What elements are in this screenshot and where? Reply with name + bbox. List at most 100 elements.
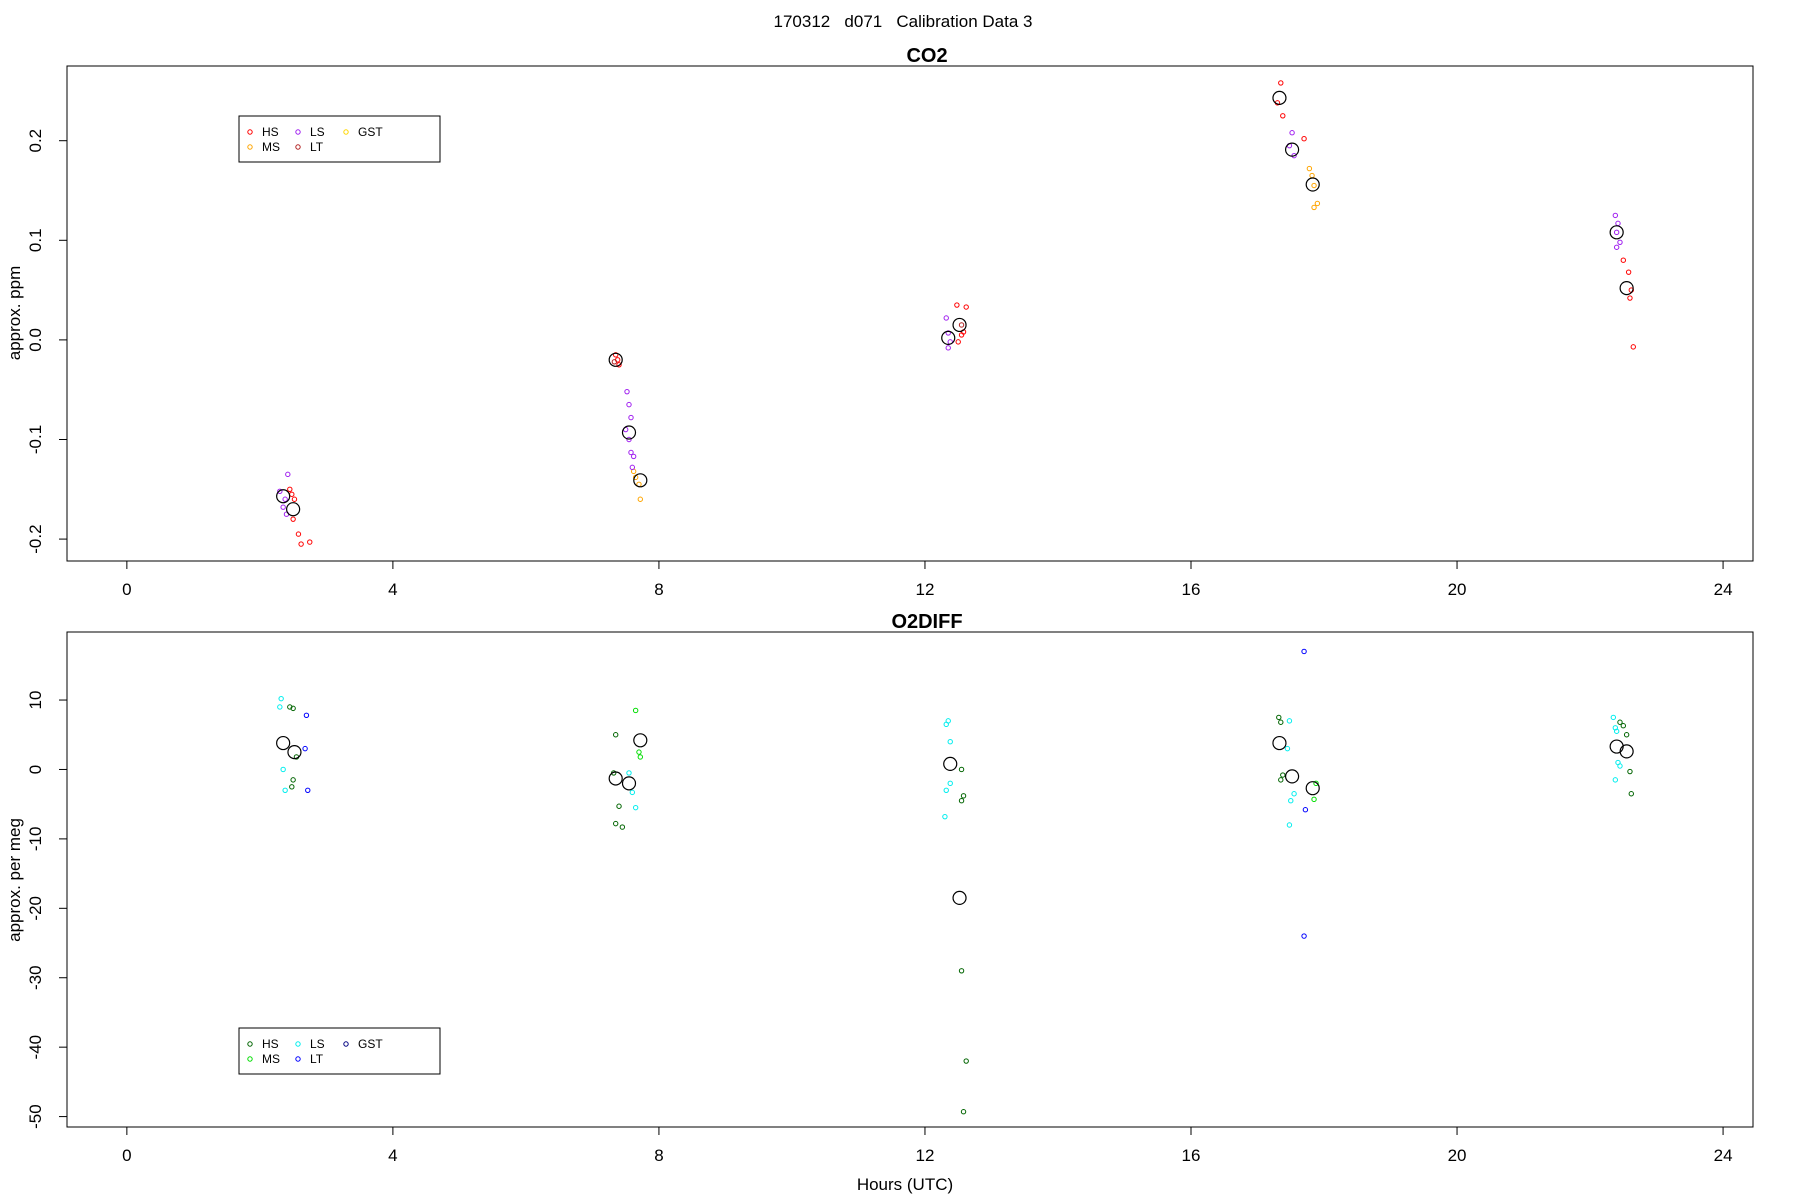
co2-point-hs — [307, 539, 313, 545]
co2-legend-label-gst: GST — [358, 125, 383, 139]
co2-point-ls — [1615, 220, 1621, 227]
co2-point-hs — [1278, 80, 1284, 86]
o2diff-legend-box — [238, 1027, 441, 1075]
co2-point-ls — [624, 388, 630, 395]
o2diff-point-hs — [1276, 714, 1282, 721]
o2diff-point-hs — [289, 784, 295, 790]
co2-y-tick-label: -0.2 — [26, 524, 45, 553]
co2-point-ls — [1613, 244, 1620, 250]
o2diff-y-tick-label: -40 — [26, 1035, 45, 1060]
co2-mean-marker — [608, 352, 623, 367]
o2diff-point-ls — [277, 704, 283, 710]
co2-mean-marker — [621, 425, 637, 440]
co2-point-ms — [1306, 165, 1313, 172]
o2diff-point-hs — [616, 803, 622, 809]
o2diff-x-tick-label: 24 — [1714, 1146, 1733, 1165]
o2diff-point-hs — [287, 704, 293, 710]
o2diff-point-hs — [612, 732, 619, 738]
co2-point-ms — [637, 496, 644, 502]
co2-point-hs — [295, 531, 302, 537]
o2diff-point-ls — [942, 813, 948, 820]
o2diff-legend-label-ls: LS — [310, 1037, 325, 1051]
o2diff-x-tick-label: 4 — [388, 1146, 397, 1165]
o2diff-mean-marker — [608, 771, 623, 786]
figure-title: 170312 d071 Calibration Data 3 — [774, 12, 1033, 31]
co2-point-hs — [289, 491, 295, 497]
co2-point-ls — [1612, 212, 1619, 219]
co2-y-tick-label: 0.1 — [26, 228, 45, 252]
o2diff-point-hs — [619, 824, 626, 830]
co2-mean-marker — [1619, 281, 1634, 296]
o2diff-point-ms — [632, 707, 639, 714]
co2-point-ms — [1311, 204, 1317, 211]
co2-mean-marker — [1305, 177, 1320, 192]
co2-point-ls — [628, 414, 634, 421]
o2diff-point-hs — [1280, 772, 1286, 778]
o2diff-panel: O2DIFF 0 4 8 12 16 20 24 -50 -40 -30 -20 -10 0 10 app… — [5, 611, 1754, 1194]
co2-point-hs — [954, 302, 960, 308]
o2diff-point-hs — [960, 793, 967, 799]
co2-point-hs — [1301, 136, 1307, 142]
o2diff-point-ls — [632, 804, 639, 811]
co2-x-tick-label: 16 — [1182, 580, 1201, 599]
co2-point-ls — [629, 464, 636, 471]
co2-point-ls — [277, 488, 283, 494]
o2diff-point-hs — [1628, 791, 1634, 797]
o2diff-legend-marker-lt — [295, 1056, 301, 1062]
co2-point-hs — [291, 496, 298, 502]
co2-point-ls — [945, 330, 951, 336]
co2-point-lt — [958, 322, 965, 328]
o2diff-point-ls — [629, 789, 636, 796]
o2diff-mean-marker — [276, 735, 291, 751]
o2diff-point-hs — [960, 1109, 967, 1115]
o2diff-point-ls — [280, 766, 286, 773]
co2-point-ls — [1617, 239, 1623, 245]
co2-mean-marker — [1272, 90, 1287, 105]
o2diff-mean-marker — [1619, 744, 1634, 759]
co2-point-hs — [287, 486, 293, 492]
co2-legend-marker-ms — [247, 144, 253, 150]
o2diff-point-hs — [1278, 777, 1284, 783]
co2-x-tick-label: 0 — [122, 580, 131, 599]
o2diff-y-tick-label: -50 — [26, 1104, 45, 1129]
o2diff-point-lt — [1301, 933, 1307, 939]
co2-mean-marker — [276, 489, 291, 504]
co2-point-ls — [628, 449, 634, 456]
co2-mean-marker — [952, 317, 967, 333]
o2diff-axes: 0 4 8 12 16 20 24 -50 -40 -30 -20 -10 0 10 — [26, 691, 1733, 1165]
co2-legend-label-hs: HS — [262, 125, 279, 139]
o2diff-legend-marker-ls — [295, 1041, 301, 1047]
co2-point-ls — [1289, 130, 1295, 136]
o2diff-point-hs — [1620, 723, 1627, 729]
o2diff-point-ls — [1612, 777, 1619, 783]
co2-y-axis-label: approx. ppm — [5, 266, 24, 361]
co2-point-ls — [626, 436, 632, 443]
co2-panel: CO2 0 4 8 12 16 20 24 -0.2 -0.1 0.0 0.1 0.2 approx.… — [5, 45, 1754, 599]
co2-x-tick-label: 8 — [654, 580, 663, 599]
co2-legend-marker-lt — [295, 144, 301, 150]
co2-mean-marker — [286, 502, 301, 517]
o2diff-mean-marker — [1272, 735, 1287, 751]
co2-point-hs — [955, 339, 961, 345]
co2-point-hs — [612, 352, 619, 358]
co2-y-tick-label: 0.0 — [26, 328, 45, 352]
co2-point-ms — [1309, 172, 1315, 179]
co2-y-tick-label: 0.2 — [26, 129, 45, 153]
o2diff-y-tick-label: 0 — [26, 765, 45, 774]
co2-legend-label-ls: LS — [310, 125, 325, 139]
o2diff-x-axis-label: Hours (UTC) — [857, 1175, 953, 1194]
o2diff-y-tick-label: 10 — [26, 691, 45, 710]
o2diff-point-ls — [1610, 714, 1617, 721]
co2-point-ms — [1314, 200, 1321, 207]
co2-legend-marker-ls — [295, 129, 301, 135]
co2-legend-marker-hs — [247, 129, 253, 135]
o2diff-point-ls — [1291, 791, 1297, 797]
o2diff-point-lt — [302, 745, 308, 752]
o2diff-point-ms — [637, 754, 644, 760]
co2-legend-label-ms: MS — [262, 140, 280, 154]
o2diff-marks — [276, 648, 1634, 1115]
o2diff-mean-marker — [952, 890, 967, 905]
